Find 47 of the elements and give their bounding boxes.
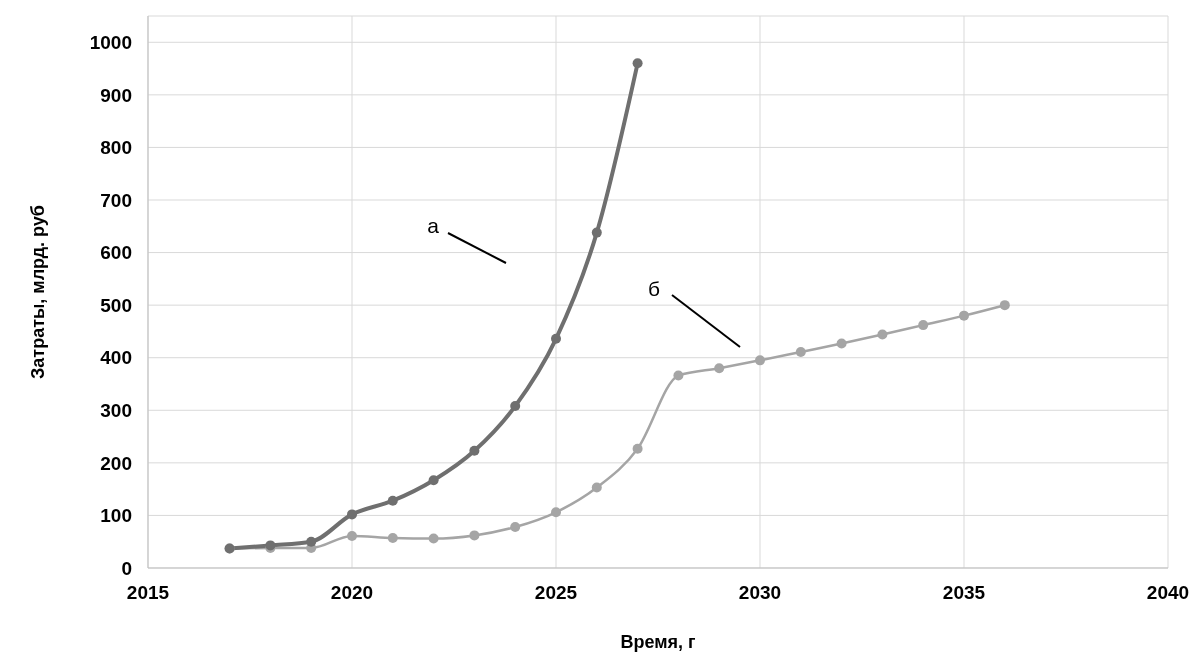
point — [469, 445, 480, 456]
point — [959, 310, 969, 321]
x-tick-label: 2040 — [1146, 582, 1190, 604]
point — [591, 227, 602, 238]
x-tick-label: 2020 — [330, 582, 374, 604]
point — [306, 536, 317, 547]
point — [347, 530, 357, 541]
x-tick-label: 2025 — [534, 582, 578, 604]
point — [673, 370, 684, 381]
x-axis-title: Время, г — [620, 632, 697, 652]
point — [877, 329, 888, 340]
point — [632, 443, 643, 454]
annotation: а — [427, 214, 440, 237]
y-tick-label: 900 — [100, 84, 132, 106]
point — [918, 320, 929, 331]
y-tick-label: 0 — [121, 557, 132, 579]
point — [551, 507, 561, 518]
y-tick-label: 800 — [100, 137, 132, 159]
point — [632, 58, 643, 69]
point — [469, 530, 480, 541]
y-tick-label: 300 — [100, 400, 132, 422]
y-tick-label: 600 — [100, 242, 132, 264]
point — [755, 355, 765, 366]
x-tick-label: 2035 — [942, 582, 986, 604]
y-tick-label: 700 — [100, 189, 132, 211]
y-tick-label: 1000 — [89, 32, 132, 54]
y-axis-title: Затраты, млрд. руб — [28, 205, 49, 379]
point — [510, 401, 521, 412]
point — [428, 475, 439, 486]
point — [428, 533, 439, 544]
annotation: б — [647, 277, 661, 300]
y-tick-label: 500 — [100, 294, 132, 316]
point — [347, 509, 357, 520]
point — [591, 482, 602, 493]
point — [551, 333, 561, 344]
x-tick-label: 2015 — [126, 582, 170, 604]
point — [714, 363, 725, 374]
point — [387, 495, 398, 506]
point — [836, 338, 847, 349]
point — [387, 533, 398, 544]
point — [795, 346, 806, 357]
y-tick-label: 100 — [100, 505, 132, 527]
point — [999, 300, 1010, 311]
y-tick-label: 200 — [100, 452, 132, 474]
point — [510, 521, 521, 532]
x-tick-label: 2030 — [738, 582, 782, 604]
y-tick-label: 400 — [100, 347, 132, 369]
